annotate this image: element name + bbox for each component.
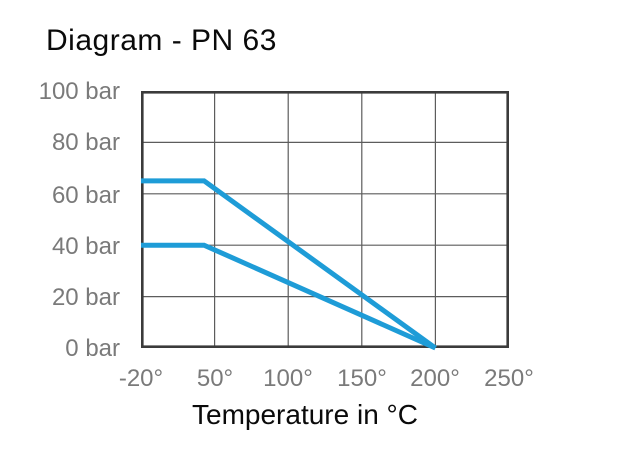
x-tick-label-150: 150° — [337, 365, 387, 392]
plot-border — [140, 90, 509, 348]
y-tick-label-60: 60 bar — [51, 182, 120, 209]
plot-area — [140, 90, 509, 351]
x-tick-label-250: 250° — [484, 365, 534, 392]
chart-title: Diagram - PN 63 — [46, 24, 277, 57]
x-axis-title: Temperature in °C — [192, 399, 418, 430]
series-line-lower — [141, 242, 437, 351]
y-tick-label-40: 40 bar — [51, 233, 120, 260]
y-tick-label-0: 0 bar — [65, 335, 120, 362]
x-tick-label-minus20: -20° — [118, 365, 164, 392]
x-tick-label-200: 200° — [410, 365, 460, 392]
plot-region — [140, 90, 509, 351]
y-tick-label-80: 80 bar — [51, 129, 120, 156]
series-line-upper — [141, 178, 437, 351]
y-tick-label-100: 100 bar — [38, 78, 120, 105]
x-tick-label-50: 50° — [196, 365, 234, 392]
grid-lines — [141, 91, 509, 348]
y-tick-label-20: 20 bar — [51, 284, 120, 311]
x-tick-label-100: 100° — [263, 365, 313, 392]
